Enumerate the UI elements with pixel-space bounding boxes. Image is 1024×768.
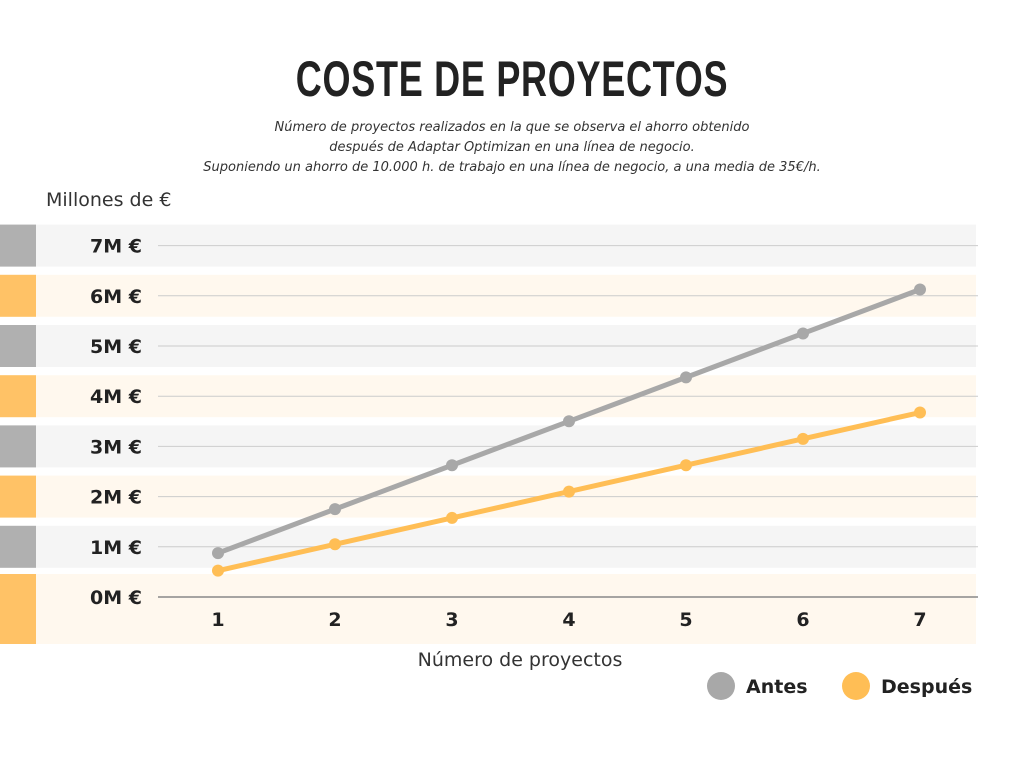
x-tick-label: 3 [445, 609, 458, 631]
y-tick-label: 3M € [90, 436, 142, 458]
subtitle-line-3: Suponiendo un ahorro de 10.000 h. de tra… [203, 160, 821, 175]
data-point-después [563, 485, 575, 498]
subtitle-line-1: Número de proyectos realizados en la que… [274, 120, 750, 135]
band-marker-2 [0, 475, 36, 518]
data-point-después [212, 564, 224, 577]
legend-label: Antes [746, 676, 808, 698]
data-point-después [446, 511, 458, 524]
data-point-después [329, 538, 341, 551]
legend-marker-0 [707, 672, 735, 700]
data-point-antes [446, 459, 458, 472]
legend-label: Después [881, 676, 972, 698]
x-tick-label: 2 [328, 609, 341, 631]
x-tick-label: 5 [679, 609, 692, 631]
y-tick-label: 2M € [90, 487, 142, 509]
band-marker-7 [0, 224, 36, 267]
chart-title: COSTE DE PROYECTOS [295, 51, 729, 107]
data-point-antes [212, 547, 224, 560]
y-tick-label: 6M € [90, 286, 142, 308]
y-tick-label: 1M € [90, 537, 142, 559]
x-tick-label: 1 [211, 609, 224, 631]
legend-marker-1 [842, 672, 870, 700]
band-marker-6 [0, 274, 36, 317]
x-axis-label: Número de proyectos [418, 649, 623, 671]
y-tick-label: 5M € [90, 336, 142, 358]
y-tick-label: 0M € [90, 587, 142, 609]
y-tick-label: 4M € [90, 386, 142, 408]
data-point-antes [563, 415, 575, 428]
y-axis-label: Millones de € [46, 189, 171, 211]
data-point-antes [914, 283, 926, 296]
x-tick-label: 6 [796, 609, 809, 631]
band-marker-0 [0, 574, 36, 644]
data-point-después [797, 432, 809, 445]
data-point-después [680, 459, 692, 472]
band-marker-4 [0, 375, 36, 418]
data-point-antes [680, 371, 692, 384]
data-point-antes [329, 503, 341, 516]
y-tick-label: 7M € [90, 236, 142, 258]
data-point-después [914, 406, 926, 419]
data-point-antes [797, 327, 809, 340]
subtitle-line-2: después de Adaptar Optimizan en una líne… [329, 140, 695, 155]
x-tick-label: 4 [562, 609, 575, 631]
band-marker-1 [0, 525, 36, 568]
band-marker-3 [0, 425, 36, 468]
band-marker-5 [0, 325, 36, 367]
band-0 [0, 574, 976, 644]
x-tick-label: 7 [913, 609, 926, 631]
